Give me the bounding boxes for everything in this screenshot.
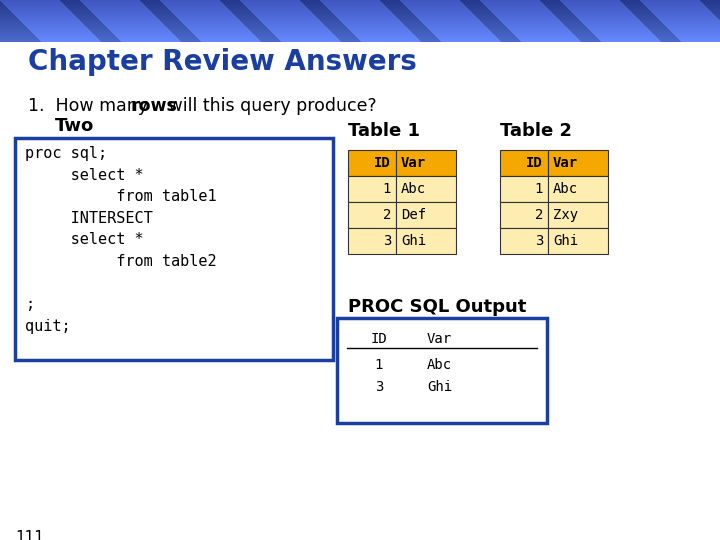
Text: 2: 2 <box>382 208 391 222</box>
Text: Ghi: Ghi <box>427 380 452 394</box>
Bar <box>15 138 333 360</box>
Bar <box>548 228 608 254</box>
Text: Ghi: Ghi <box>553 234 578 248</box>
Bar <box>500 176 548 202</box>
Text: 111: 111 <box>15 530 44 540</box>
Text: 2: 2 <box>535 208 543 222</box>
Text: rows: rows <box>131 97 178 115</box>
Text: 1: 1 <box>375 358 383 372</box>
Text: 1: 1 <box>535 182 543 196</box>
Bar <box>348 228 396 254</box>
Bar <box>500 228 548 254</box>
Bar <box>396 202 456 228</box>
Text: Ghi: Ghi <box>401 234 426 248</box>
Text: ID: ID <box>374 156 391 170</box>
Text: Abc: Abc <box>401 182 426 196</box>
Bar <box>548 176 608 202</box>
Text: Var: Var <box>427 332 452 346</box>
Text: 3: 3 <box>535 234 543 248</box>
Text: Two: Two <box>55 117 94 135</box>
Text: Table 1: Table 1 <box>348 122 420 140</box>
Text: will this query produce?: will this query produce? <box>163 97 377 115</box>
Bar <box>348 150 396 176</box>
Text: Abc: Abc <box>553 182 578 196</box>
Text: Table 2: Table 2 <box>500 122 572 140</box>
Text: 3: 3 <box>375 380 383 394</box>
Bar <box>337 318 547 423</box>
Text: 1.  How many: 1. How many <box>28 97 153 115</box>
Text: proc sql;
     select *
          from table1
     INTERSECT
     select *
     : proc sql; select * from table1 INTERSECT… <box>25 146 217 334</box>
Text: Var: Var <box>401 156 426 170</box>
Bar <box>396 150 456 176</box>
Bar <box>348 202 396 228</box>
Text: 1: 1 <box>382 182 391 196</box>
Text: Zxy: Zxy <box>553 208 578 222</box>
Text: ID: ID <box>526 156 543 170</box>
Text: Chapter Review Answers: Chapter Review Answers <box>28 48 417 76</box>
Bar <box>348 176 396 202</box>
Text: Abc: Abc <box>427 358 452 372</box>
Text: PROC SQL Output: PROC SQL Output <box>348 298 526 316</box>
Bar <box>396 228 456 254</box>
Bar <box>500 202 548 228</box>
Text: 3: 3 <box>382 234 391 248</box>
Text: Def: Def <box>401 208 426 222</box>
Text: ID: ID <box>371 332 387 346</box>
Bar <box>500 150 548 176</box>
Text: Var: Var <box>553 156 578 170</box>
Bar <box>396 176 456 202</box>
Bar <box>548 202 608 228</box>
Bar <box>548 150 608 176</box>
